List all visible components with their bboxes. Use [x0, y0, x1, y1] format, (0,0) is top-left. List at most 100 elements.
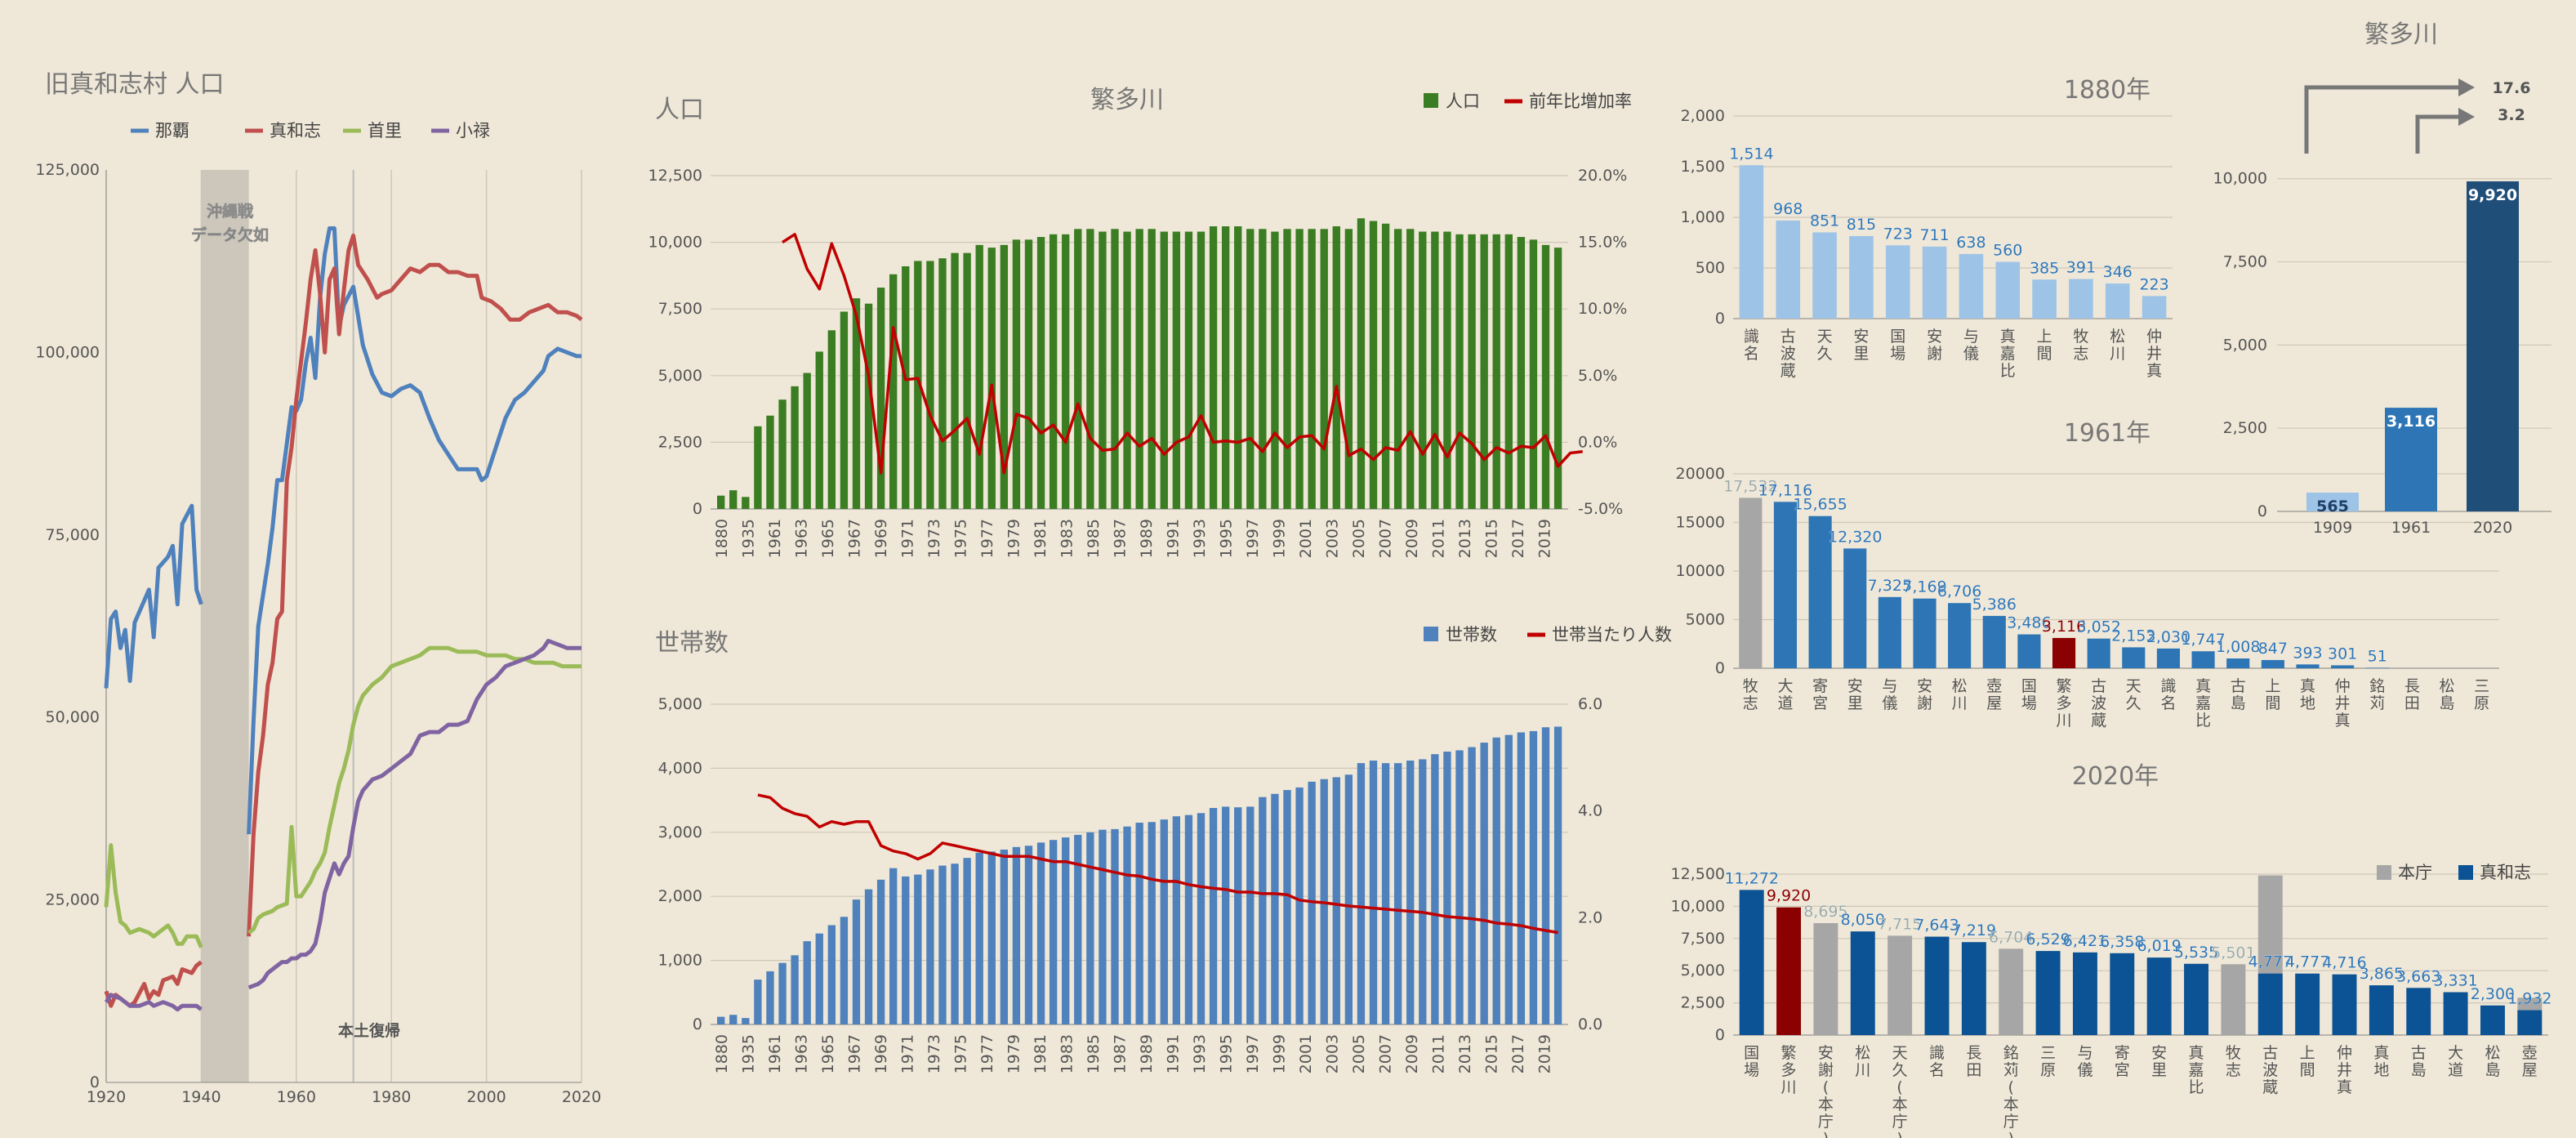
category-label: 安謝(本庁): [1818, 1044, 1834, 1138]
bar: [1443, 231, 1451, 509]
category-label-char: 島: [2440, 694, 2455, 712]
data-label: 711: [1919, 226, 1949, 244]
legend-label: 真和志: [270, 121, 321, 141]
bar: [902, 876, 910, 1024]
category-label: 古波蔵: [2091, 677, 2106, 730]
category-label-char: 多: [2057, 694, 2072, 712]
x-tick-label: 2017: [1509, 519, 1527, 558]
bar: [1012, 239, 1021, 509]
category-label: 古島: [2411, 1044, 2427, 1079]
y2-tick-label: 15.0%: [1578, 234, 1627, 252]
bar: [1062, 837, 1070, 1024]
bar: [938, 258, 947, 509]
data-label: 6,706: [1937, 582, 1981, 600]
bar: [1074, 229, 1082, 509]
y-tick-label: 25,000: [46, 891, 100, 909]
y2-tick-label: 6.0: [1578, 695, 1602, 713]
bar: [778, 399, 787, 509]
y-tick-label: 12,500: [648, 167, 702, 185]
bar: [1024, 846, 1033, 1024]
bar: [951, 252, 959, 509]
bar: [2052, 637, 2076, 668]
bar: [2295, 973, 2320, 1035]
bar: [1393, 229, 1402, 509]
bar: [1320, 229, 1328, 509]
legend-label: 前年比増加率: [1529, 91, 1632, 111]
data-label: 1,008: [2216, 638, 2260, 656]
bar: [1480, 234, 1488, 509]
category-label-char: 国: [2021, 677, 2037, 695]
bar: [803, 373, 811, 509]
category-label-char: 真: [2373, 1044, 2389, 1062]
bar: [1504, 234, 1513, 509]
category-label-char: 牧: [1743, 677, 1758, 695]
series-line: [104, 843, 203, 948]
bar: [2332, 974, 2357, 1035]
bar: [791, 386, 799, 509]
data-label: 2,030: [2146, 628, 2190, 646]
category-label-char: 国: [1744, 1044, 1759, 1062]
bar: [2035, 951, 2061, 1035]
category-label: 真嘉比: [2195, 677, 2211, 730]
x-tick-label: 1983: [1058, 1034, 1076, 1073]
category-label-char: 川: [1855, 1061, 1870, 1079]
bar: [914, 874, 922, 1024]
bar: [1529, 730, 1538, 1024]
bar: [852, 298, 861, 509]
x-tick-label: 1999: [1271, 1034, 1289, 1073]
bar: [864, 889, 873, 1024]
legend-label: 世帯当たり人数: [1552, 625, 1672, 645]
category-label: 壺屋: [1986, 677, 2002, 712]
category-label: 長田: [2404, 677, 2420, 712]
data-label: 1,514: [1729, 145, 1773, 163]
data-label: 17,532: [1723, 477, 1777, 495]
y-tick-label: 0: [693, 500, 702, 518]
data-label: 565: [2316, 498, 2349, 515]
bar: [1283, 229, 1291, 509]
data-label: 6,704: [1989, 928, 2033, 946]
bar: [815, 933, 823, 1024]
bar: [1221, 806, 1230, 1024]
x-tick-label: 2009: [1403, 1034, 1421, 1073]
x-tick-label: 1971: [899, 1034, 917, 1073]
x-tick-label: 1979: [1005, 1034, 1023, 1073]
data-label: 7,169: [1902, 578, 1946, 596]
bar: [2369, 985, 2394, 1035]
x-tick-label: 1961: [2391, 519, 2431, 537]
chart-2020: 2020年 0 2,500 5,000 7,500 10,000 12,500 11,272 国…: [1671, 762, 2552, 1138]
category-label: 三原: [2474, 677, 2489, 712]
x-tick-label: 1920: [87, 1088, 126, 1106]
category-label-char: 川: [2057, 712, 2072, 730]
y-tick-label: 5,000: [2223, 336, 2267, 354]
bar: [1123, 826, 1131, 1024]
bar: [1850, 931, 1875, 1035]
bar: [975, 244, 983, 509]
category-label: 寄宮: [2115, 1044, 2130, 1079]
x-tick-label: 1977: [978, 1034, 996, 1073]
category-label-char: 銘: [2369, 677, 2385, 695]
category-label-char: 里: [1847, 694, 1863, 712]
category-label-char: 原: [2040, 1061, 2056, 1079]
y-tick-label: 75,000: [46, 526, 100, 544]
category-label-char: 安: [1853, 328, 1869, 346]
category-label: 真嘉比: [2189, 1044, 2204, 1096]
category-label: 仲井真: [2337, 1044, 2352, 1096]
bar: [1172, 816, 1181, 1024]
category-label: 与儀: [1882, 677, 1897, 712]
data-label: 2,300: [2471, 985, 2515, 1003]
category-label-char: 仲: [2337, 1044, 2352, 1062]
annotation-war: 沖縄戦: [207, 202, 253, 221]
data-label: 3,052: [2076, 618, 2120, 636]
category-label-char: 儀: [1963, 345, 1979, 363]
category-label-char: 志: [1743, 694, 1758, 712]
bar: [963, 252, 971, 509]
x-tick-label: 2013: [1456, 1034, 1474, 1073]
x-tick-label: 1983: [1058, 519, 1076, 558]
x-tick-label: 2020: [2473, 519, 2512, 537]
y2-tick-label: 5.0%: [1578, 367, 1617, 385]
data-label: 9,920: [1767, 887, 1811, 905]
bar: [1357, 218, 1366, 509]
category-label: 国場: [1890, 328, 1905, 363]
